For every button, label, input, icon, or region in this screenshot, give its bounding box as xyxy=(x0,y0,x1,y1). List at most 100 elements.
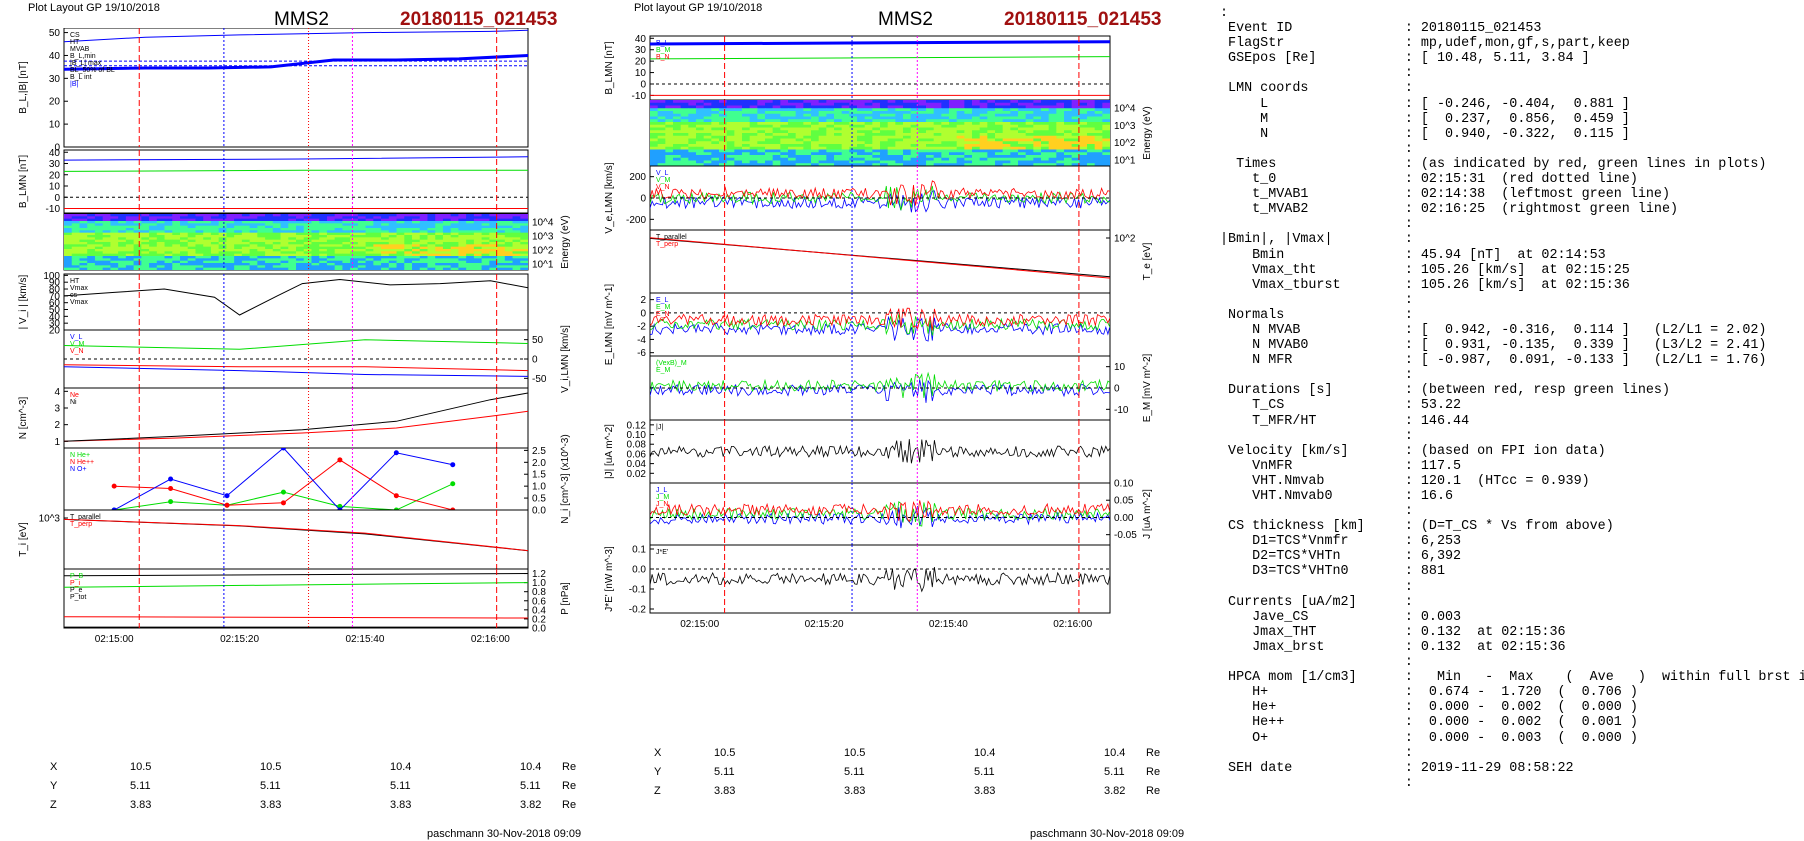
spectrogram-cell xyxy=(396,225,405,229)
spectrogram-cell xyxy=(772,127,781,131)
spectrogram-cell xyxy=(880,135,889,139)
spectrogram-cell xyxy=(149,253,158,257)
spectrogram-cell xyxy=(357,228,367,231)
chart-panel: 500-50 V_i,LMN [km/s]V_LV_MV_N xyxy=(63,325,571,393)
spectrogram-cell xyxy=(650,108,659,112)
series-line xyxy=(64,616,528,619)
spectrogram-cell xyxy=(895,163,904,166)
spectrogram-cell xyxy=(357,246,367,250)
spectrogram-cell xyxy=(688,155,697,159)
spectrogram-cell xyxy=(218,244,227,248)
spectrogram-cell xyxy=(987,152,996,156)
spectrogram-cell xyxy=(118,232,127,236)
spectrogram-cell xyxy=(757,149,766,153)
series-line xyxy=(64,582,528,588)
spectrogram-cell xyxy=(133,265,142,269)
spectrogram-cell xyxy=(887,116,896,120)
spectrogram-cell xyxy=(1102,113,1110,117)
spectrogram-cell xyxy=(94,263,104,266)
spectrogram-cell xyxy=(1041,113,1050,117)
spectrogram-cell xyxy=(780,119,789,123)
spectrogram-cell xyxy=(218,214,227,217)
spectrogram-cell xyxy=(742,113,751,117)
spectrogram-cell xyxy=(497,237,506,241)
spectrogram-cell xyxy=(680,135,689,139)
spectrogram-cell xyxy=(818,113,827,117)
spectrogram-cell xyxy=(711,146,720,150)
spectrogram-cell xyxy=(1033,113,1042,117)
spectrogram-cell xyxy=(102,214,111,217)
spectrogram-cell xyxy=(665,155,674,159)
spectrogram-cell xyxy=(1094,100,1103,104)
spectrogram-cell xyxy=(504,265,514,269)
spectrogram-cell xyxy=(187,230,196,234)
spectrogram-cell xyxy=(887,141,896,145)
spectrogram-cell xyxy=(473,223,483,227)
spectrogram-cell xyxy=(164,244,173,248)
spectrogram-cell xyxy=(125,221,135,224)
spectrogram-cell xyxy=(241,249,251,252)
spectrogram-cell xyxy=(288,267,297,270)
spectrogram-cell xyxy=(373,246,382,250)
x-tick-label: 02:15:00 xyxy=(680,619,719,630)
spectrogram-cell xyxy=(141,265,150,269)
spectrogram-cell xyxy=(680,144,689,148)
spectrogram-cell xyxy=(887,157,896,161)
spectrogram-cell xyxy=(350,253,359,257)
spectrogram-cell xyxy=(673,163,682,166)
spectrogram-cell xyxy=(265,216,274,220)
spectrogram-cell xyxy=(241,244,251,248)
spectrogram-cell xyxy=(497,232,506,236)
spectrogram-cell xyxy=(795,144,804,148)
spectrogram-cell xyxy=(956,144,965,148)
spectrogram-cell xyxy=(203,246,212,250)
spectrogram-cell xyxy=(811,108,820,112)
spectrogram-cell xyxy=(296,249,305,252)
spectrogram-cell xyxy=(319,242,328,245)
spectrogram-cell xyxy=(1025,111,1034,115)
spectrogram-cell xyxy=(941,127,950,131)
spectrogram-cell xyxy=(481,230,490,234)
spectrogram-cell xyxy=(680,100,689,104)
spectrogram-cell xyxy=(481,251,490,255)
spectrogram-cell xyxy=(489,265,498,269)
spectrogram-cell xyxy=(303,253,312,257)
spectrogram-cell xyxy=(288,251,297,255)
spectrogram-cell xyxy=(520,230,528,234)
spectrogram-cell xyxy=(412,253,421,257)
spectrogram-cell xyxy=(841,157,850,161)
spectrogram-cell xyxy=(864,100,873,104)
spectrogram-cell xyxy=(1102,160,1110,164)
spectrogram-cell xyxy=(673,105,682,109)
spectrogram-cell xyxy=(834,160,843,164)
spectrogram-cell xyxy=(110,251,119,255)
spectrogram-cell xyxy=(864,113,873,117)
y-axis-label: V_e,LMN [km/s] xyxy=(604,162,615,233)
spectrogram-cell xyxy=(241,235,251,238)
spectrogram-cell xyxy=(680,130,689,134)
spectrogram-cell xyxy=(326,237,336,241)
spectrogram-cell xyxy=(933,141,942,145)
spectrogram-cell xyxy=(180,251,189,255)
spectrogram-cell xyxy=(742,111,751,115)
spectrogram-cell xyxy=(1033,138,1042,142)
spectrogram-cell xyxy=(296,230,305,234)
spectrogram-cell xyxy=(757,144,766,148)
spectrogram-cell xyxy=(350,244,359,248)
spectrogram-cell xyxy=(926,152,935,156)
spectrogram-cell xyxy=(350,221,359,224)
spectrogram-cell xyxy=(435,225,444,229)
spectrogram-cell xyxy=(1071,124,1080,128)
spectrogram-cell xyxy=(234,258,243,262)
spectrogram-cell xyxy=(520,232,528,236)
spectrogram-cell xyxy=(149,225,158,229)
spectrogram-cell xyxy=(1079,130,1088,134)
spectrogram-cell xyxy=(79,221,88,224)
spectrogram-cell xyxy=(241,230,251,234)
spectrogram-cell xyxy=(257,253,266,257)
spectrogram-cell xyxy=(210,253,220,257)
spectrogram-cell xyxy=(895,113,904,117)
spectrogram-cell xyxy=(872,124,881,128)
spectrogram-cell xyxy=(857,157,866,161)
